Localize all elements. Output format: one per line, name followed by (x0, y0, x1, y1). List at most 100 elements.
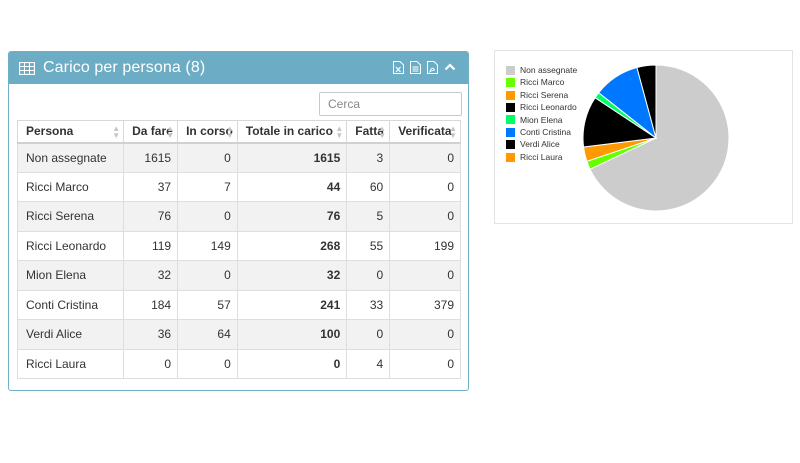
table-row[interactable]: Ricci Serena 76 0 76 5 0 (16, 201, 461, 232)
cell-verificata: 0 (389, 201, 461, 232)
cell-fatta: 33 (346, 289, 391, 320)
column-header-fatta[interactable]: Fatta ▲ ▼ (346, 120, 391, 144)
cell-totale: 268 (236, 230, 348, 261)
table-row[interactable]: Ricci Leonardo 119 149 268 55 199 (16, 230, 461, 261)
cell-verificata: 379 (389, 289, 461, 320)
pie-chart-box: Non assegnate Ricci Marco Ricci Serena Ricc… (494, 50, 793, 224)
legend-item[interactable]: Ricci Leonardo (506, 101, 577, 113)
cell-in-corso: 149 (177, 230, 238, 261)
workload-table: Persona ▲ ▼ Da fare ▲ ▼ In corso ▲ ▼ Totale in… (16, 120, 461, 379)
legend-label: Ricci Laura (520, 151, 563, 162)
pdf-icon[interactable] (427, 61, 439, 75)
cell-da-fare: 36 (123, 319, 179, 350)
sort-icon: ▲ ▼ (166, 124, 175, 140)
cell-verificata: 0 (389, 171, 461, 202)
legend-item[interactable]: Ricci Serena (506, 89, 577, 101)
chevron-up-icon[interactable] (444, 61, 456, 75)
cell-totale: 1615 (236, 142, 348, 173)
cell-fatta: 3 (346, 142, 391, 173)
cell-persona: Non assegnate (16, 142, 125, 173)
sort-icon: ▲ ▼ (378, 124, 387, 140)
cell-totale: 100 (236, 319, 348, 350)
table-row[interactable]: Ricci Marco 37 7 44 60 0 (16, 171, 461, 202)
cell-in-corso: 0 (177, 201, 238, 232)
excel-icon[interactable] (393, 61, 405, 75)
cell-verificata: 0 (389, 319, 461, 350)
cell-in-corso: 57 (177, 289, 238, 320)
legend-label: Verdi Alice (520, 139, 560, 150)
legend-label: Mion Elena (520, 114, 563, 125)
cell-totale: 241 (236, 289, 348, 320)
legend-swatch (506, 140, 515, 150)
cell-da-fare: 32 (123, 260, 179, 291)
header-tools (393, 61, 456, 75)
cell-in-corso: 0 (177, 142, 238, 173)
table-row[interactable]: Non assegnate 1615 0 1615 3 0 (16, 142, 461, 173)
pie-legend: Non assegnate Ricci Marco Ricci Serena Ricc… (506, 64, 577, 163)
cell-persona: Ricci Marco (16, 171, 125, 202)
column-header-verificata[interactable]: Verificata ▲ ▼ (389, 120, 461, 144)
cell-verificata: 0 (389, 142, 461, 173)
cell-fatta: 60 (346, 171, 391, 202)
table-header-row: Persona ▲ ▼ Da fare ▲ ▼ In corso ▲ ▼ Totale in… (16, 120, 461, 144)
workload-panel: Carico per persona (8) Persona▲▼ Da fare… (8, 51, 469, 391)
cell-fatta: 55 (346, 230, 391, 261)
panel-header: Carico per persona (8) (9, 52, 468, 84)
column-header-in-corso[interactable]: In corso ▲ ▼ (177, 120, 238, 144)
cell-da-fare: 1615 (123, 142, 179, 173)
legend-swatch (506, 102, 515, 112)
cell-in-corso: 64 (177, 319, 238, 350)
search-input[interactable] (319, 92, 462, 116)
legend-item[interactable]: Conti Cristina (506, 126, 577, 138)
cell-da-fare: 37 (123, 171, 179, 202)
column-header-persona[interactable]: Persona ▲ ▼ (16, 120, 125, 144)
column-header-da-fare[interactable]: Da fare ▲ ▼ (123, 120, 179, 144)
cell-persona: Ricci Leonardo (16, 230, 125, 261)
panel-title: Carico per persona (8) (43, 59, 206, 76)
legend-label: Ricci Marco (520, 77, 565, 88)
sort-icon: ▲ ▼ (225, 124, 234, 140)
legend-label: Conti Cristina (520, 127, 572, 138)
pie-chart (582, 64, 730, 212)
table-row[interactable]: Ricci Laura 0 0 0 4 0 (16, 348, 461, 379)
legend-item[interactable]: Verdi Alice (506, 138, 577, 150)
table-row[interactable]: Verdi Alice 36 64 100 0 0 (16, 319, 461, 350)
column-header-totale[interactable]: Totale in carico ▲ ▼ (236, 120, 348, 144)
cell-persona: Ricci Serena (16, 201, 125, 232)
cell-fatta: 0 (346, 260, 391, 291)
cell-persona: Verdi Alice (16, 319, 125, 350)
legend-swatch (506, 78, 515, 88)
legend-item[interactable]: Ricci Marco (506, 76, 577, 88)
table-row[interactable]: Conti Cristina 184 57 241 33 379 (16, 289, 461, 320)
legend-item[interactable]: Ricci Laura (506, 151, 577, 163)
cell-fatta: 0 (346, 319, 391, 350)
cell-persona: Mion Elena (16, 260, 125, 291)
cell-verificata: 0 (389, 260, 461, 291)
legend-item[interactable]: Non assegnate (506, 64, 577, 76)
cell-da-fare: 119 (123, 230, 179, 261)
legend-swatch (506, 90, 515, 100)
cell-persona: Conti Cristina (16, 289, 125, 320)
legend-swatch (506, 152, 515, 162)
cell-persona: Ricci Laura (16, 348, 125, 379)
csv-icon[interactable] (410, 61, 422, 75)
legend-label: Non assegnate (520, 65, 578, 75)
pie-slice-non-assegnate[interactable] (589, 64, 730, 212)
legend-swatch (506, 127, 515, 137)
cell-da-fare: 184 (123, 289, 179, 320)
cell-totale: 44 (236, 171, 348, 202)
legend-item[interactable]: Mion Elena (506, 114, 577, 126)
sort-icon: ▲ ▼ (449, 124, 457, 140)
cell-in-corso: 0 (177, 348, 238, 379)
pie-slice-verdi-alice[interactable] (636, 64, 657, 139)
cell-fatta: 5 (346, 201, 391, 232)
sort-icon: ▲ ▼ (335, 124, 344, 140)
cell-verificata: 0 (389, 348, 461, 379)
sort-icon: ▲ ▼ (112, 124, 121, 140)
legend-swatch (506, 115, 515, 125)
cell-da-fare: 0 (123, 348, 179, 379)
cell-totale: 0 (236, 348, 348, 379)
cell-verificata: 199 (389, 230, 461, 261)
cell-da-fare: 76 (123, 201, 179, 232)
table-row[interactable]: Mion Elena 32 0 32 0 0 (16, 260, 461, 291)
